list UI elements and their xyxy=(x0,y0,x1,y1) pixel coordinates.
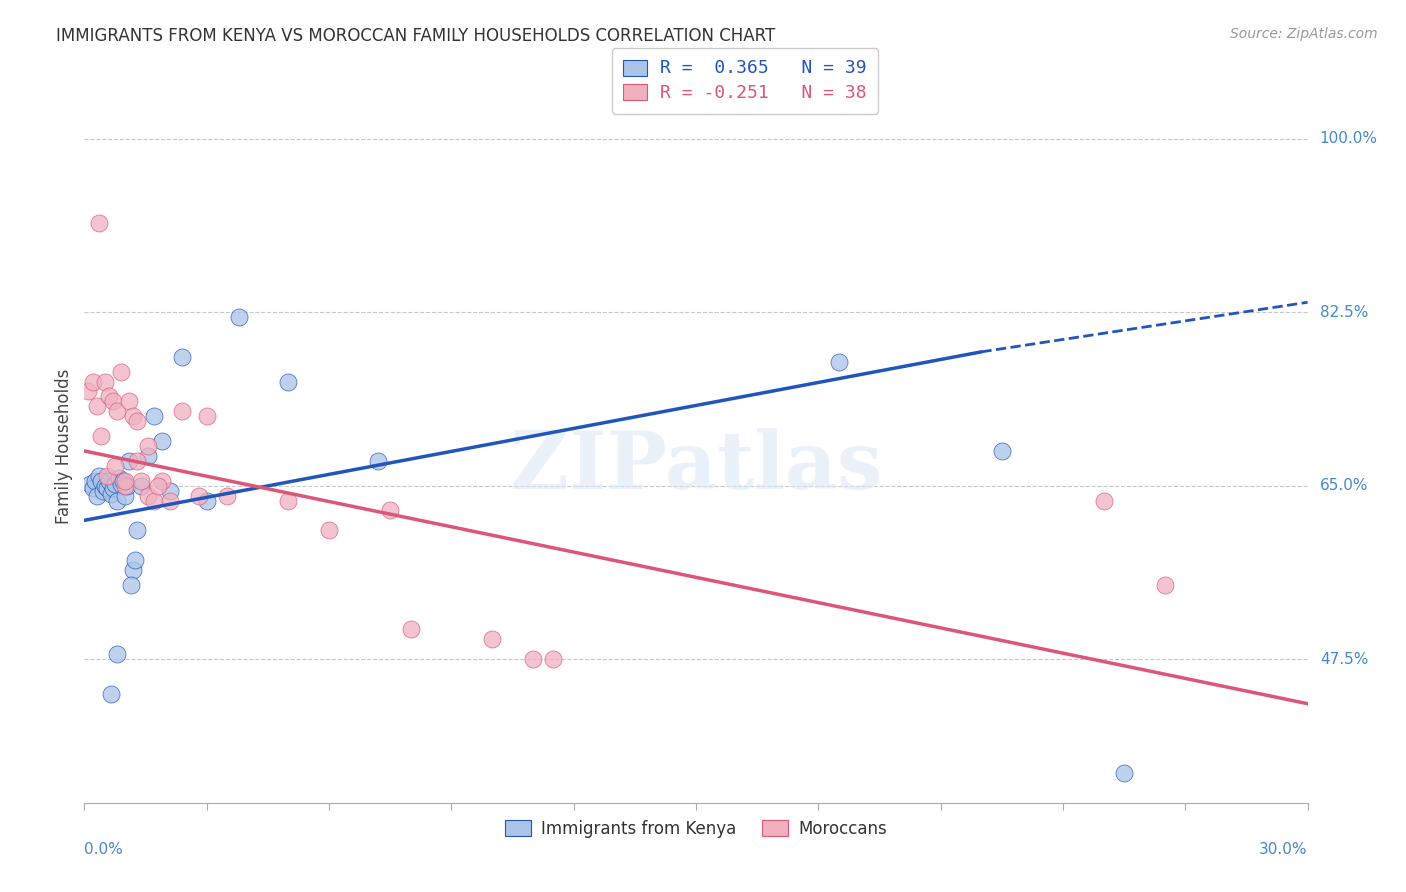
Point xyxy=(77,384,100,399)
Point xyxy=(277,493,299,508)
Point xyxy=(96,481,118,495)
Point xyxy=(104,458,127,473)
Point xyxy=(118,394,141,409)
Point xyxy=(318,523,340,537)
Point xyxy=(228,310,250,325)
Point xyxy=(90,429,112,443)
Point xyxy=(118,454,141,468)
Point xyxy=(120,578,142,592)
Point xyxy=(991,444,1014,458)
Point xyxy=(108,471,131,485)
Point xyxy=(97,474,120,488)
Text: ZIPatlas: ZIPatlas xyxy=(510,428,882,507)
Point xyxy=(150,434,173,448)
Point xyxy=(82,481,104,495)
Point xyxy=(115,478,138,492)
Point xyxy=(101,481,124,495)
Text: 47.5%: 47.5% xyxy=(1320,651,1368,666)
Point xyxy=(195,409,218,424)
Point xyxy=(122,409,145,424)
Y-axis label: Family Households: Family Households xyxy=(55,368,73,524)
Point xyxy=(100,687,122,701)
Point xyxy=(83,474,105,488)
Point xyxy=(100,486,122,500)
Text: 65.0%: 65.0% xyxy=(1320,478,1368,493)
Point xyxy=(277,375,299,389)
Point xyxy=(172,404,194,418)
Point xyxy=(217,489,239,503)
Text: Source: ZipAtlas.com: Source: ZipAtlas.com xyxy=(1230,27,1378,41)
Point xyxy=(86,489,108,503)
Point xyxy=(110,365,132,379)
Text: 0.0%: 0.0% xyxy=(84,842,124,856)
Point xyxy=(159,493,181,508)
Point xyxy=(86,400,108,414)
Point xyxy=(110,476,132,491)
Point xyxy=(105,493,128,508)
Point xyxy=(131,478,153,492)
Point xyxy=(124,553,146,567)
Point xyxy=(136,449,159,463)
Point xyxy=(136,439,159,453)
Point xyxy=(79,476,101,491)
Text: 30.0%: 30.0% xyxy=(1260,842,1308,856)
Point xyxy=(1114,766,1136,780)
Point xyxy=(146,478,169,492)
Point xyxy=(1092,493,1115,508)
Point xyxy=(150,474,173,488)
Point xyxy=(114,489,136,503)
Point xyxy=(399,623,422,637)
Point xyxy=(97,389,120,403)
Point xyxy=(543,652,565,666)
Point xyxy=(122,563,145,577)
Point xyxy=(380,503,402,517)
Point xyxy=(1154,578,1177,592)
Point xyxy=(172,350,194,364)
Point xyxy=(131,474,153,488)
Point xyxy=(159,483,181,498)
Point xyxy=(127,454,149,468)
Point xyxy=(104,476,127,491)
Point xyxy=(142,493,165,508)
Point xyxy=(136,489,159,503)
Point xyxy=(142,409,165,424)
Point xyxy=(195,493,218,508)
Point xyxy=(93,375,115,389)
Point xyxy=(187,489,209,503)
Point xyxy=(127,523,149,537)
Legend: Immigrants from Kenya, Moroccans: Immigrants from Kenya, Moroccans xyxy=(498,814,894,845)
Point xyxy=(828,355,851,369)
Point xyxy=(87,468,110,483)
Point xyxy=(127,414,149,428)
Point xyxy=(481,632,503,647)
Point xyxy=(96,468,118,483)
Text: 100.0%: 100.0% xyxy=(1320,131,1378,146)
Point xyxy=(93,478,115,492)
Point xyxy=(114,478,136,492)
Text: IMMIGRANTS FROM KENYA VS MOROCCAN FAMILY HOUSEHOLDS CORRELATION CHART: IMMIGRANTS FROM KENYA VS MOROCCAN FAMILY… xyxy=(56,27,776,45)
Point xyxy=(522,652,544,666)
Point xyxy=(112,474,135,488)
Text: 82.5%: 82.5% xyxy=(1320,305,1368,319)
Point xyxy=(101,394,124,409)
Point xyxy=(82,375,104,389)
Point xyxy=(91,483,114,498)
Point xyxy=(87,216,110,230)
Point xyxy=(367,454,389,468)
Point xyxy=(114,474,136,488)
Point xyxy=(105,647,128,661)
Point xyxy=(90,474,112,488)
Point xyxy=(105,404,128,418)
